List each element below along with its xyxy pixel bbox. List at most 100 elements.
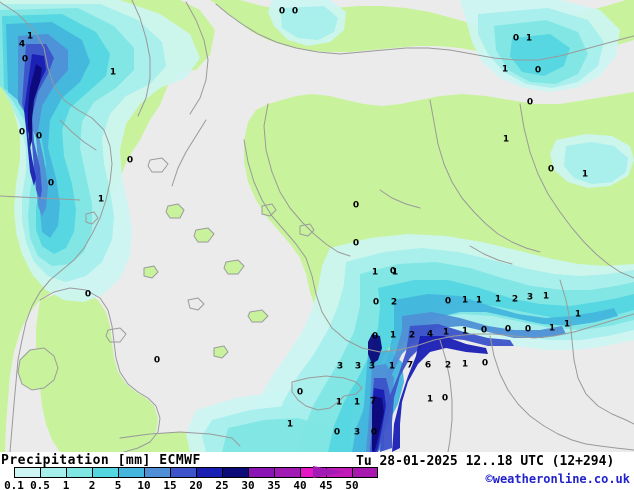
legend-tick-labels: 0.1 0.5 1 2 5 10 15 20 25 30 35 40 45 50 (0, 479, 360, 490)
precip-value-label: 0 (84, 289, 92, 300)
legend-color-scale (14, 467, 378, 478)
precip-value-label: 0 (524, 324, 532, 335)
legend-swatch (118, 467, 144, 478)
legend-swatch (248, 467, 274, 478)
precip-value-label: 2 (390, 297, 398, 308)
precip-value-label: 1 (581, 169, 589, 180)
legend-tick: 15 (163, 479, 177, 490)
precip-value-label: 0 (47, 178, 55, 189)
precip-value-label: 1 (353, 397, 361, 408)
precip-value-label: 0 (352, 200, 360, 211)
precip-value-label: 0 (389, 266, 397, 277)
precip-value-label: 1 (335, 397, 343, 408)
precip-value-label: 0 (534, 65, 542, 76)
precip-value-label: 1 (371, 267, 379, 278)
precip-value-label: 0 (278, 6, 286, 17)
precip-value-label: 0 (153, 355, 161, 366)
precip-value-label: 1 (461, 326, 469, 337)
legend-swatch (196, 467, 222, 478)
precip-value-label: 1 (388, 361, 396, 372)
precip-value-label: 1 (502, 134, 510, 145)
precip-value-label: 0 (480, 325, 488, 336)
legend-tick: 2 (88, 479, 96, 490)
legend-tick: 10 (137, 479, 151, 490)
precip-value-label: 3 (526, 292, 534, 303)
legend-tick: 1 (62, 479, 70, 490)
precip-value-label: 0 (526, 97, 534, 108)
legend-tick: 20 (189, 479, 203, 490)
precip-value-label: 1 (461, 295, 469, 306)
legend-swatch (274, 467, 300, 478)
legend-tick: 30 (241, 479, 255, 490)
legend-swatch (92, 467, 118, 478)
precip-value-label: 0 (441, 393, 449, 404)
precip-value-label: 1 (525, 33, 533, 44)
precip-value-label: 0 (35, 131, 43, 142)
precip-value-label: 0 (547, 164, 555, 175)
precip-value-label: 0 (512, 33, 520, 44)
precip-value-label: 2 (511, 294, 519, 305)
precip-value-label: 0 (18, 127, 26, 138)
legend-swatch (352, 467, 378, 478)
precip-value-label: 3 (354, 361, 362, 372)
precip-value-label: 1 (389, 330, 397, 341)
precip-value-label: 0 (21, 54, 29, 65)
legend-swatch (14, 467, 40, 478)
precip-value-label: 1 (109, 67, 117, 78)
legend-swatch (40, 467, 66, 478)
precip-value-label: 0 (291, 6, 299, 17)
precip-value-label: 3 (353, 427, 361, 438)
legend-tick: 0.1 (4, 479, 24, 490)
map-canvas (0, 0, 634, 452)
precip-value-label: 4 (426, 329, 434, 340)
precip-value-label: 0 (333, 427, 341, 438)
legend-swatch (66, 467, 92, 478)
legend-tick: 40 (293, 479, 307, 490)
precip-value-label: 0 (370, 427, 378, 438)
legend-tick: 0.5 (30, 479, 50, 490)
precip-value-label: 0 (352, 238, 360, 249)
precip-value-label: 0 (444, 296, 452, 307)
precip-value-label: 0 (372, 297, 380, 308)
precip-value-label: 0 (371, 331, 379, 342)
precip-value-label: 1 (26, 31, 34, 42)
legend-tick: 50 (345, 479, 359, 490)
precip-value-label: 1 (461, 359, 469, 370)
precip-value-label: 1 (286, 419, 294, 430)
precip-value-label: 1 (391, 267, 399, 278)
precip-value-label: 1 (563, 319, 571, 330)
precip-value-label: 2 (408, 330, 416, 341)
legend-overflow-arrow (313, 466, 345, 478)
precip-value-label: 1 (494, 294, 502, 305)
legend-swatch (144, 467, 170, 478)
precip-value-label: 3 (336, 361, 344, 372)
precip-value-label: 1 (501, 64, 509, 75)
precip-value-label: 7 (369, 396, 377, 407)
legend-tick: 5 (114, 479, 122, 490)
precip-value-label: 1 (475, 295, 483, 306)
copyright-credit: ©weatheronline.co.uk (485, 472, 631, 486)
precip-value-label: 1 (548, 323, 556, 334)
legend-tick: 45 (319, 479, 333, 490)
legend-swatch (222, 467, 248, 478)
precip-value-label: 6 (424, 360, 432, 371)
precip-value-label: 1 (426, 394, 434, 405)
precip-value-label: 1 (442, 327, 450, 338)
precip-value-label: 3 (368, 361, 376, 372)
legend-title: Precipitation [mm] ECMWF (1, 453, 201, 468)
precip-value-label: 1 (542, 291, 550, 302)
precip-value-label: 7 (406, 360, 414, 371)
precip-value-label: 4 (18, 39, 26, 50)
precip-value-label: 0 (126, 155, 134, 166)
legend-tick: 35 (267, 479, 281, 490)
precip-value-label: 0 (504, 324, 512, 335)
forecast-timestamp: Tu 28-01-2025 12..18 UTC (12+294) (356, 454, 615, 469)
coastlines-and-borders (0, 0, 634, 452)
precip-value-label: 1 (97, 194, 105, 205)
precip-value-label: 2 (444, 360, 452, 371)
precip-value-label: 0 (296, 387, 304, 398)
precip-value-label: 0 (481, 358, 489, 369)
legend-tick: 25 (215, 479, 229, 490)
